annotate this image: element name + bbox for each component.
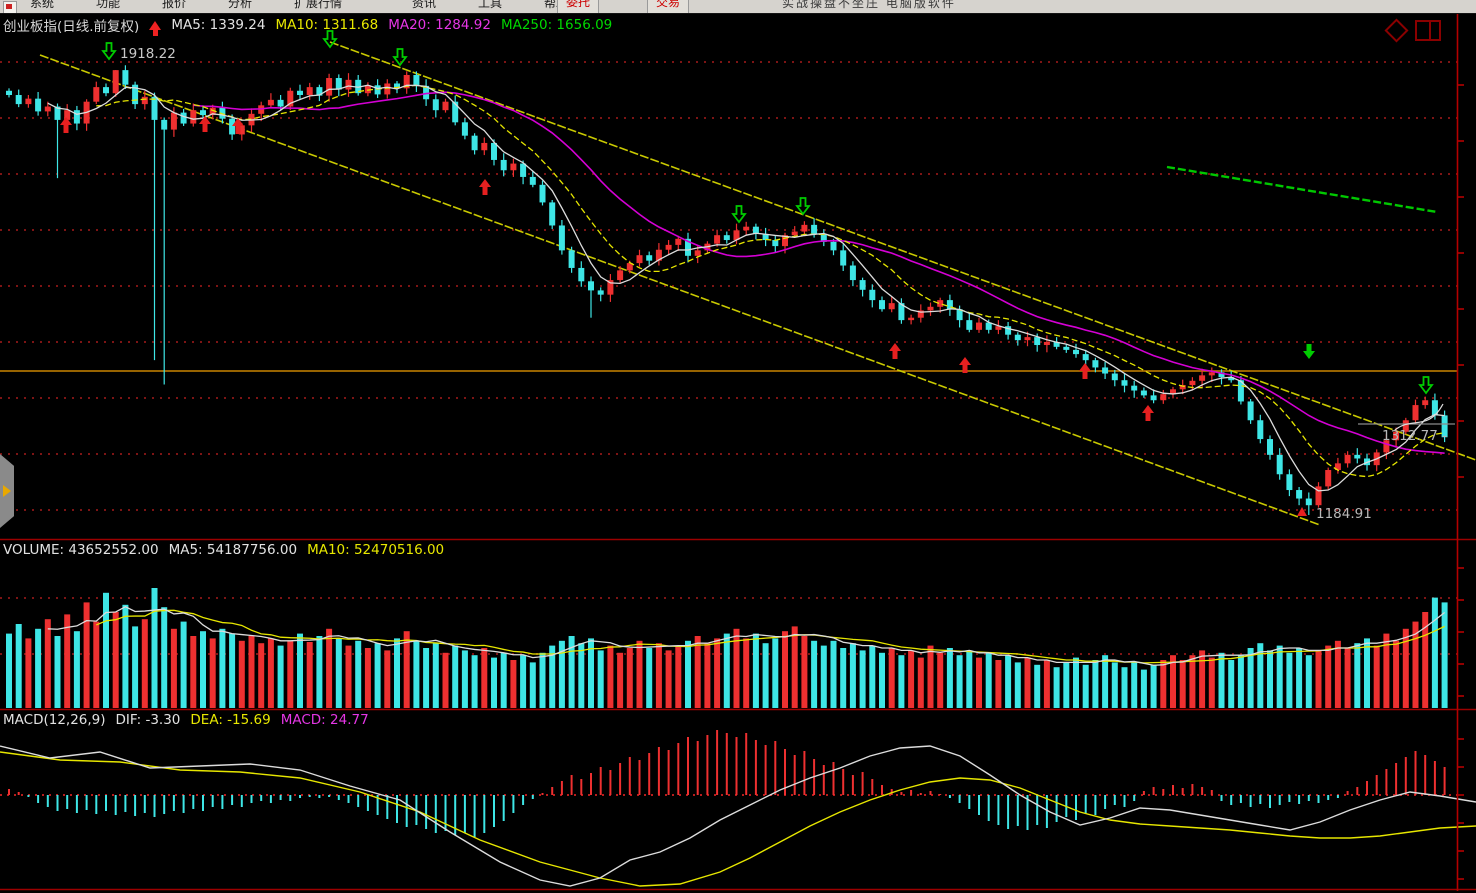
ma10-value: MA10: 1311.68 xyxy=(275,17,379,33)
ma20-value: MA20: 1284.92 xyxy=(388,17,491,33)
menu-item-red-0[interactable]: 委托 xyxy=(557,0,600,13)
trendline-layer xyxy=(39,41,1476,526)
dif-value: DIF: -3.30 xyxy=(115,712,181,728)
macd-params: MACD(12,26,9) xyxy=(3,712,106,728)
menu-right-text: 实战操盘不坐庄 电脑版软件 xyxy=(782,0,956,10)
dea-value: DEA: -15.69 xyxy=(190,712,271,728)
chart-title: 创业板指(日线.前复权) xyxy=(3,19,140,35)
svg-text:1312.77 -: 1312.77 - xyxy=(1382,428,1447,444)
macd-value: MACD: 24.77 xyxy=(280,712,369,728)
menu-item-7[interactable]: 帮助 xyxy=(544,0,569,10)
menu-bar: 实战操盘不坐庄 电脑版软件 系统 功能 报价 分析 扩展行情 资讯 工具 帮助 委托 交易 xyxy=(0,0,1476,14)
candlestick-layer xyxy=(6,65,1448,515)
signal-marker-layer xyxy=(60,30,1434,516)
volume-value: VOLUME: 43652552.00 xyxy=(3,542,159,558)
app-icon[interactable] xyxy=(3,1,17,13)
pane-controls xyxy=(1384,18,1441,43)
diamond-tool-icon[interactable] xyxy=(1384,18,1409,43)
ma-layer xyxy=(47,84,1445,492)
menu-item-red-1[interactable]: 交易 xyxy=(647,0,690,13)
menu-item-1[interactable]: 功能 xyxy=(96,0,121,10)
menu-item-6[interactable]: 工具 xyxy=(478,0,503,10)
volume-ma10-value: MA10: 52470516.00 xyxy=(307,542,445,558)
svg-text:1184.91: 1184.91 xyxy=(1316,506,1372,522)
axis-layer xyxy=(0,13,1476,891)
macd-layer xyxy=(0,730,1476,887)
split-window-icon[interactable] xyxy=(1415,20,1441,41)
macd-indicator-row: MACD(12,26,9) DIF: -3.30 DEA: -15.69 MAC… xyxy=(3,712,369,728)
ma5-value: MA5: 1339.24 xyxy=(171,17,266,33)
volume-layer xyxy=(6,588,1448,708)
menu-item-0[interactable]: 系统 xyxy=(30,0,55,10)
menu-item-4[interactable]: 扩展行情 xyxy=(294,0,343,10)
annotation-layer: 1918.22 1184.91 1312.77 - xyxy=(120,46,1455,522)
volume-indicator-row: VOLUME: 43652552.00 MA5: 54187756.00 MA1… xyxy=(3,542,444,558)
volume-ma5-value: MA5: 54187756.00 xyxy=(168,542,298,558)
svg-text:1918.22: 1918.22 xyxy=(120,46,176,62)
main-indicator-row: 创业板指(日线.前复权) MA5: 1339.24 MA10: 1311.68 … xyxy=(3,15,613,36)
menu-item-5[interactable]: 资讯 xyxy=(412,0,437,10)
menu-item-2[interactable]: 报价 xyxy=(162,0,187,10)
trend-up-arrow-icon xyxy=(149,20,162,36)
sidebar-expand-handle[interactable] xyxy=(0,454,14,528)
ma250-value: MA250: 1656.09 xyxy=(500,17,613,33)
expand-arrow-icon xyxy=(3,485,11,497)
menu-item-3[interactable]: 分析 xyxy=(228,0,253,10)
